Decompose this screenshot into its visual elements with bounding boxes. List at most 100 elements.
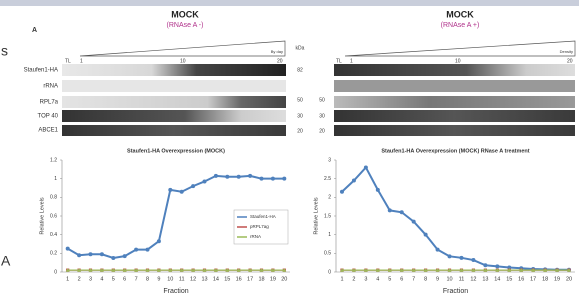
x-tick-label: 12 (470, 276, 476, 282)
kda-marker: 30 (297, 113, 303, 119)
x-tick-label: 3 (89, 276, 92, 282)
x-tick-label: 5 (112, 276, 115, 282)
top-strip (0, 0, 579, 6)
point (483, 263, 487, 267)
x-tick-label: 7 (135, 276, 138, 282)
y-axis-label: Relative Levels (313, 197, 319, 235)
gradient-label: Density (560, 49, 573, 54)
point (111, 256, 115, 260)
kda-marker: 30 (319, 113, 325, 119)
point (412, 220, 416, 224)
y-tick-label: 2 (328, 195, 331, 201)
point (168, 188, 172, 192)
lane-label: 1 (350, 58, 353, 64)
point (400, 210, 404, 214)
point (340, 190, 344, 194)
point (157, 239, 161, 243)
kda-label: kDa (296, 45, 305, 51)
point (77, 253, 81, 257)
x-tick-label: 2 (352, 276, 355, 282)
blot-band (62, 110, 286, 122)
x-tick-label: 17 (530, 276, 536, 282)
legend-label: rRNA (250, 234, 261, 239)
x-tick-label: 13 (482, 276, 488, 282)
y-tick-label: 1 (328, 232, 331, 238)
lane-label: TL (65, 58, 71, 64)
kda-marker: 50 (297, 97, 303, 103)
x-tick-label: 13 (201, 276, 207, 282)
x-tick-label: 8 (146, 276, 149, 282)
y-axis-label: Relative Levels (39, 197, 45, 235)
x-tick-label: 18 (542, 276, 548, 282)
point (436, 248, 440, 252)
x-tick-label: 8 (424, 276, 427, 282)
x-tick-label: 16 (518, 276, 524, 282)
point (203, 179, 207, 183)
figure: s A A MOCK (RNAse A -) MOCK (RNAse A +) … (0, 0, 579, 297)
point (191, 184, 195, 188)
x-tick-label: 5 (388, 276, 391, 282)
y-tick-label: 0.6 (50, 213, 57, 219)
header-title: MOCK (171, 9, 199, 19)
x-tick-label: 6 (400, 276, 403, 282)
y-tick-label: 2.5 (324, 176, 331, 182)
point (180, 190, 184, 194)
y-tick-label: 0 (54, 269, 57, 275)
lane-label: 1 (80, 58, 83, 64)
lane-label: 10 (180, 58, 186, 64)
y-tick-label: 0.8 (50, 195, 57, 201)
legend-label: pRPL7ag (250, 224, 269, 229)
x-tick-label: 2 (78, 276, 81, 282)
x-tick-label: 20 (566, 276, 572, 282)
x-tick-label: 15 (224, 276, 230, 282)
blot-band (62, 64, 286, 76)
x-tick-label: 16 (236, 276, 242, 282)
y-tick-label: 1.5 (324, 213, 331, 219)
panel-label: A (32, 27, 37, 34)
row-label: Staufen1-HA (24, 68, 58, 74)
point (282, 177, 286, 181)
blot-band (62, 80, 286, 92)
chart-title: Staufen1-HA Overexpression (MOCK) (127, 148, 225, 154)
x-tick-label: 19 (554, 276, 560, 282)
blot-right (334, 64, 575, 136)
blot-band (334, 110, 575, 122)
row-label: ABCE1 (38, 128, 58, 134)
kda-marker: 82 (297, 67, 303, 73)
point (248, 174, 252, 178)
kda-marker: 20 (297, 128, 303, 134)
point (237, 175, 241, 179)
y-tick-label: 3 (328, 157, 331, 163)
x-tick-label: 4 (100, 276, 103, 282)
x-tick-label: 10 (446, 276, 452, 282)
point (134, 248, 138, 252)
kda-marker: 20 (319, 128, 325, 134)
x-tick-label: 6 (123, 276, 126, 282)
x-tick-label: 4 (376, 276, 379, 282)
y-tick-label: 0.5 (324, 251, 331, 257)
y-tick-label: 0.4 (50, 232, 57, 238)
x-tick-label: 14 (494, 276, 500, 282)
lane-label: 20 (277, 58, 283, 64)
point (448, 254, 452, 258)
blot-band (62, 125, 286, 136)
x-tick-label: 12 (190, 276, 196, 282)
point (424, 233, 428, 237)
x-tick-label: 9 (157, 276, 160, 282)
y-tick-label: 0 (328, 269, 331, 275)
gradient-label: By day (271, 49, 283, 54)
edge-text: A (1, 253, 11, 269)
blot-band (334, 96, 575, 108)
y-tick-label: 1.2 (50, 157, 57, 163)
blot-left (62, 64, 286, 136)
lane-label: 20 (567, 58, 573, 64)
point (271, 177, 275, 181)
row-label: rRNA (43, 84, 58, 90)
x-tick-label: 11 (459, 276, 465, 282)
legend-label: Staufen1-HA (250, 214, 276, 219)
x-tick-label: 9 (436, 276, 439, 282)
x-tick-label: 11 (179, 276, 185, 282)
point (214, 174, 218, 178)
point (364, 165, 368, 169)
point (352, 179, 356, 183)
